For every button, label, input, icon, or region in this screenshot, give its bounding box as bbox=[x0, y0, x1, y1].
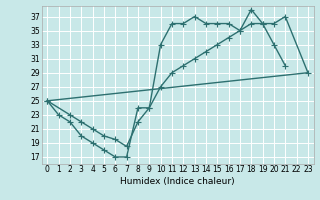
X-axis label: Humidex (Indice chaleur): Humidex (Indice chaleur) bbox=[120, 177, 235, 186]
